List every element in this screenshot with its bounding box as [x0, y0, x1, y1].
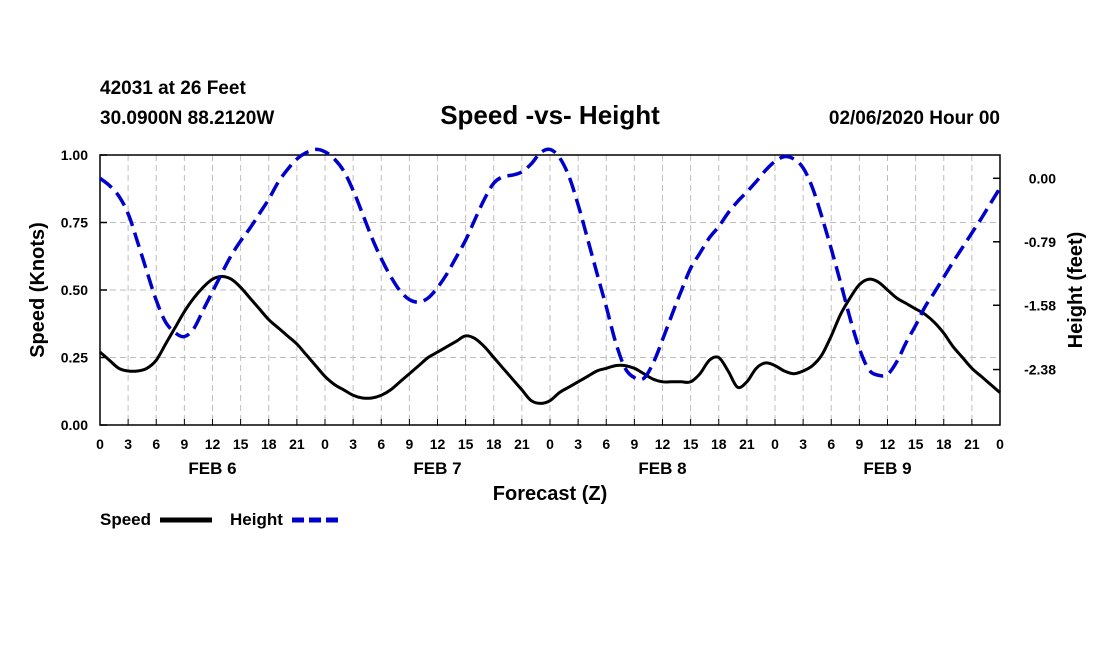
x-tick-label: 6	[377, 436, 385, 452]
x-tick-label: 9	[630, 436, 638, 452]
x-tick-label: 0	[96, 436, 104, 452]
day-label: FEB 9	[863, 459, 911, 478]
y-right-tick-label: -2.38	[1024, 362, 1056, 378]
x-tick-label: 12	[205, 436, 221, 452]
x-tick-label: 18	[711, 436, 727, 452]
series-line-speed	[99, 275, 1001, 405]
x-tick-label: 0	[996, 436, 1004, 452]
x-tick-label: 12	[430, 436, 446, 452]
x-tick-label: 21	[289, 436, 305, 452]
x-tick-label: 6	[602, 436, 610, 452]
legend: Speed Height	[100, 510, 342, 529]
x-tick-label: 12	[655, 436, 671, 452]
chart-title: Speed -vs- Height	[440, 100, 660, 130]
x-tick-label: 0	[321, 436, 329, 452]
x-tick-label: 0	[546, 436, 554, 452]
x-tick-label: 18	[936, 436, 952, 452]
y-right-tick-label: -1.58	[1024, 297, 1056, 313]
y-right-tick-label: 0.00	[1029, 170, 1056, 186]
x-tick-label: 21	[514, 436, 530, 452]
x-tick-label: 12	[880, 436, 896, 452]
x-tick-label: 3	[124, 436, 132, 452]
day-label: FEB 7	[413, 459, 461, 478]
y-left-tick-label: 0.75	[61, 215, 88, 231]
y-left-tick-label: 0.25	[61, 350, 88, 366]
x-tick-label: 18	[486, 436, 502, 452]
y-left-tick-label: 1.00	[61, 147, 88, 163]
y-axis-right-label: Height (feet)	[1065, 232, 1087, 349]
datetime-label: 02/06/2020 Hour 00	[829, 108, 1000, 129]
x-tick-label: 0	[771, 436, 779, 452]
x-tick-label: 15	[458, 436, 474, 452]
x-tick-label: 21	[739, 436, 755, 452]
x-tick-label: 15	[908, 436, 924, 452]
x-tick-label: 9	[855, 436, 863, 452]
y-right-tick-label: -0.79	[1024, 234, 1056, 250]
legend-speed-label: Speed	[100, 510, 151, 529]
y-left-tick-label: 0.00	[61, 417, 88, 433]
x-tick-label: 3	[574, 436, 582, 452]
axis-ticks: 0 3 6 9 12 15 18 21 0 3 6 9 12 15 18 21 0 3 6 9 12 15 18 21 0 3 6 9…	[61, 147, 1056, 478]
x-axis-label: Forecast (Z)	[493, 483, 607, 505]
day-label: FEB 6	[188, 459, 236, 478]
x-tick-label: 3	[799, 436, 807, 452]
day-label: FEB 8	[638, 459, 686, 478]
series-lines	[98, 147, 1002, 405]
x-tick-label: 9	[405, 436, 413, 452]
x-tick-label: 21	[964, 436, 980, 452]
station-label: 42031 at 26 Feet	[100, 78, 246, 99]
series-line-height	[98, 147, 1002, 382]
x-tick-label: 15	[683, 436, 699, 452]
y-left-tick-label: 0.50	[61, 282, 88, 298]
x-tick-label: 15	[233, 436, 249, 452]
x-tick-label: 6	[152, 436, 160, 452]
grid-lines	[100, 155, 1000, 425]
legend-height-label: Height	[230, 510, 283, 529]
x-tick-label: 18	[261, 436, 277, 452]
y-axis-left-label: Speed (Knots)	[27, 222, 49, 358]
location-label: 30.0900N 88.2120W	[100, 108, 274, 129]
x-tick-label: 9	[180, 436, 188, 452]
x-tick-label: 6	[827, 436, 835, 452]
x-tick-label: 3	[349, 436, 357, 452]
